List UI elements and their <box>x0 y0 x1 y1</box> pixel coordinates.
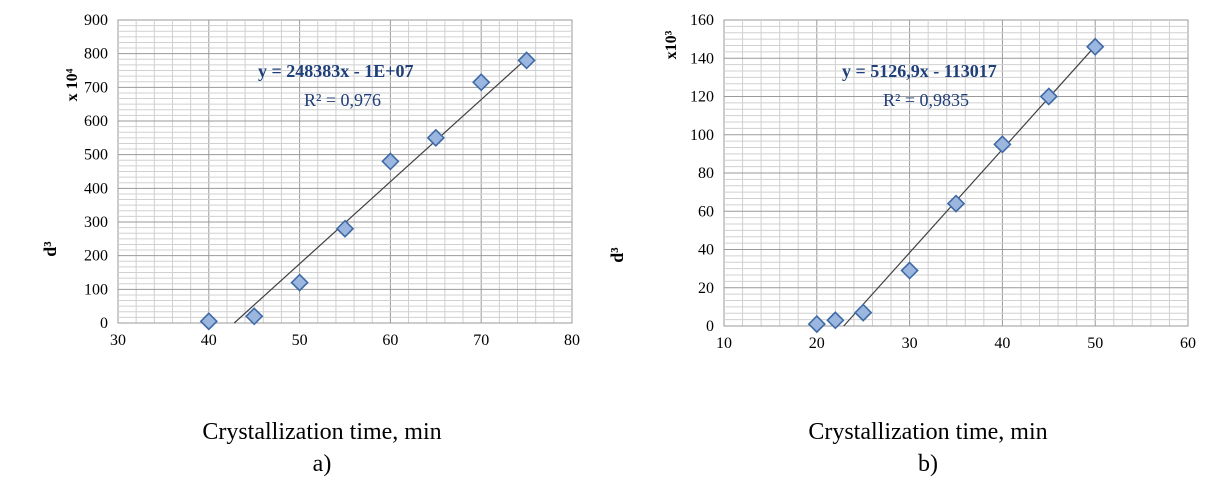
panel-a-x-tick-label: 70 <box>473 332 489 349</box>
panel-b-y-unit-label: x10³ <box>663 30 680 59</box>
panel-a-x-axis-label: Crystallization time, min <box>202 419 441 445</box>
panel-b-data-point <box>900 261 919 280</box>
panel-b-y-tick-label: 120 <box>690 89 714 106</box>
panel-b-x-tick-label: 10 <box>716 335 732 352</box>
panel-a-y-unit-label: x 10⁴ <box>64 68 81 101</box>
panel-b-x-tick-label: 60 <box>1180 335 1196 352</box>
panel-a-y-tick-label: 100 <box>84 281 108 298</box>
panel-b-data-point <box>993 135 1012 154</box>
panel-a-y-axis-label: d³ <box>40 241 60 257</box>
panel-b-trendline-group <box>843 42 1099 327</box>
panel-b-ticks: 10 20 30 40 50 60 0 20 40 60 80 100 120 140 160 <box>690 12 1196 352</box>
panel-b-trend-equation: y = 5126,9x - 113017 <box>842 61 997 81</box>
panel-b-y-axis-label: d³ <box>607 247 627 263</box>
panel-b: 10 20 30 40 50 60 0 20 40 60 80 100 120 140 160 x10³ d… <box>607 12 1196 477</box>
panel-a-data-point <box>245 307 264 326</box>
panel-a-y-tick-label: 500 <box>84 147 108 164</box>
panel-a-y-tick-label: 700 <box>84 79 108 96</box>
panel-b-x-tick-label: 50 <box>1087 335 1103 352</box>
panel-b-y-tick-label: 40 <box>698 242 714 259</box>
panel-b-data-point <box>826 311 845 330</box>
panel-a-label: a) <box>313 451 332 477</box>
panel-a: 30 40 50 60 70 800100200300400500600700800900… <box>40 12 580 477</box>
panel-b-y-tick-label: 140 <box>690 50 714 67</box>
panel-b-x-axis-label: Crystallization time, min <box>808 419 1047 445</box>
panel-a-points <box>199 51 536 331</box>
panel-b-grid <box>723 19 1189 327</box>
panel-a-grid <box>117 19 573 324</box>
panel-b-y-tick-label: 100 <box>690 127 714 144</box>
panel-a-trendline-group <box>233 55 530 324</box>
panel-b-y-tick-label: 80 <box>698 165 714 182</box>
panel-a-y-tick-label: 200 <box>84 248 108 265</box>
panel-a-trend-equation: y = 248383x - 1E+07 <box>258 61 414 81</box>
panel-a-data-point <box>426 128 445 147</box>
panel-b-x-tick-label: 30 <box>902 335 918 352</box>
panel-b-data-point <box>1086 37 1105 56</box>
panel-a-x-tick-label: 30 <box>110 332 126 349</box>
panel-b-data-point <box>854 303 873 322</box>
panel-b-x-tick-label: 20 <box>809 335 825 352</box>
panel-a-r-squared: R² = 0,976 <box>304 90 381 110</box>
panel-a-data-point <box>517 51 536 70</box>
panel-a-trendline <box>233 55 530 324</box>
panel-a-data-point <box>290 273 309 292</box>
panel-b-r-squared: R² = 0,9835 <box>883 90 969 110</box>
panel-a-y-tick-label: 0 <box>100 315 108 332</box>
panel-a-x-tick-label: 50 <box>292 332 308 349</box>
panel-a-data-point <box>381 152 400 171</box>
panel-b-trendline <box>843 42 1099 327</box>
panel-a-y-tick-label: 900 <box>84 12 108 29</box>
panel-a-y-tick-label: 800 <box>84 46 108 63</box>
panel-b-data-point <box>946 194 966 213</box>
panel-b-y-tick-label: 60 <box>698 203 714 220</box>
panel-a-data-point <box>335 219 355 238</box>
panel-b-label: b) <box>918 451 938 477</box>
panel-b-data-point <box>1039 87 1058 106</box>
panel-a-data-point <box>199 312 218 331</box>
panel-a-y-tick-label: 300 <box>84 214 108 231</box>
panel-a-x-tick-label: 80 <box>564 332 580 349</box>
panel-a-data-point <box>472 73 491 92</box>
panel-b-y-tick-label: 160 <box>690 12 714 29</box>
panel-a-y-tick-label: 600 <box>84 113 108 130</box>
panel-b-data-point <box>807 314 826 334</box>
panel-a-x-tick-label: 60 <box>382 332 398 349</box>
panel-b-y-tick-label: 20 <box>698 280 714 297</box>
panel-b-x-tick-label: 40 <box>994 335 1010 352</box>
panel-a-y-tick-label: 400 <box>84 180 108 197</box>
panel-a-x-tick-label: 40 <box>201 332 217 349</box>
panel-b-y-tick-label: 0 <box>706 318 714 335</box>
panel-b-points <box>807 37 1105 334</box>
